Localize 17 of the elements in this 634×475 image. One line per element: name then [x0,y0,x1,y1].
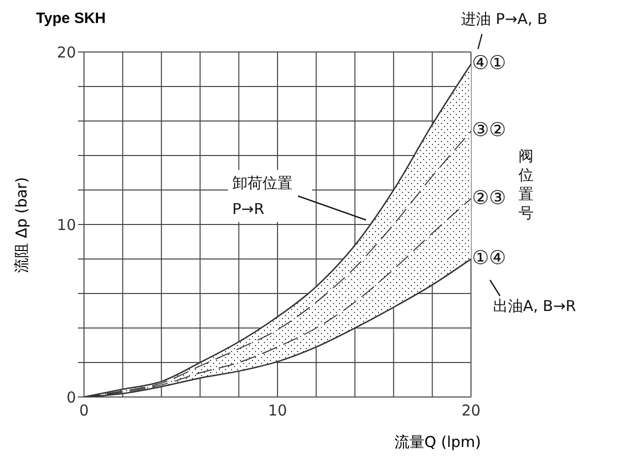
y-tick-label: 20 [56,43,76,62]
text: 进油 P→A, B [461,9,548,30]
chart-title: Type SKH [36,10,106,27]
y-axis-title: 流阻 Δp (bar) [12,176,32,272]
x-tick-label: 20 [461,402,481,420]
x-axis-title: 流量Q (lpm) [394,433,481,452]
x-tick-label: 0 [79,402,89,420]
annotation: 卸荷位置 P→R [228,170,312,222]
text: ④① [472,51,506,76]
x-tick-label: 10 [268,402,288,420]
text: ②③ [472,186,506,210]
y-tick-label: 0 [66,388,76,406]
y-tick-label: 10 [56,216,76,234]
text: ③② [472,118,506,142]
text: 出油A, B→R [493,296,576,317]
text: 阀位置号 [518,147,534,223]
text: ①④ [472,246,506,270]
